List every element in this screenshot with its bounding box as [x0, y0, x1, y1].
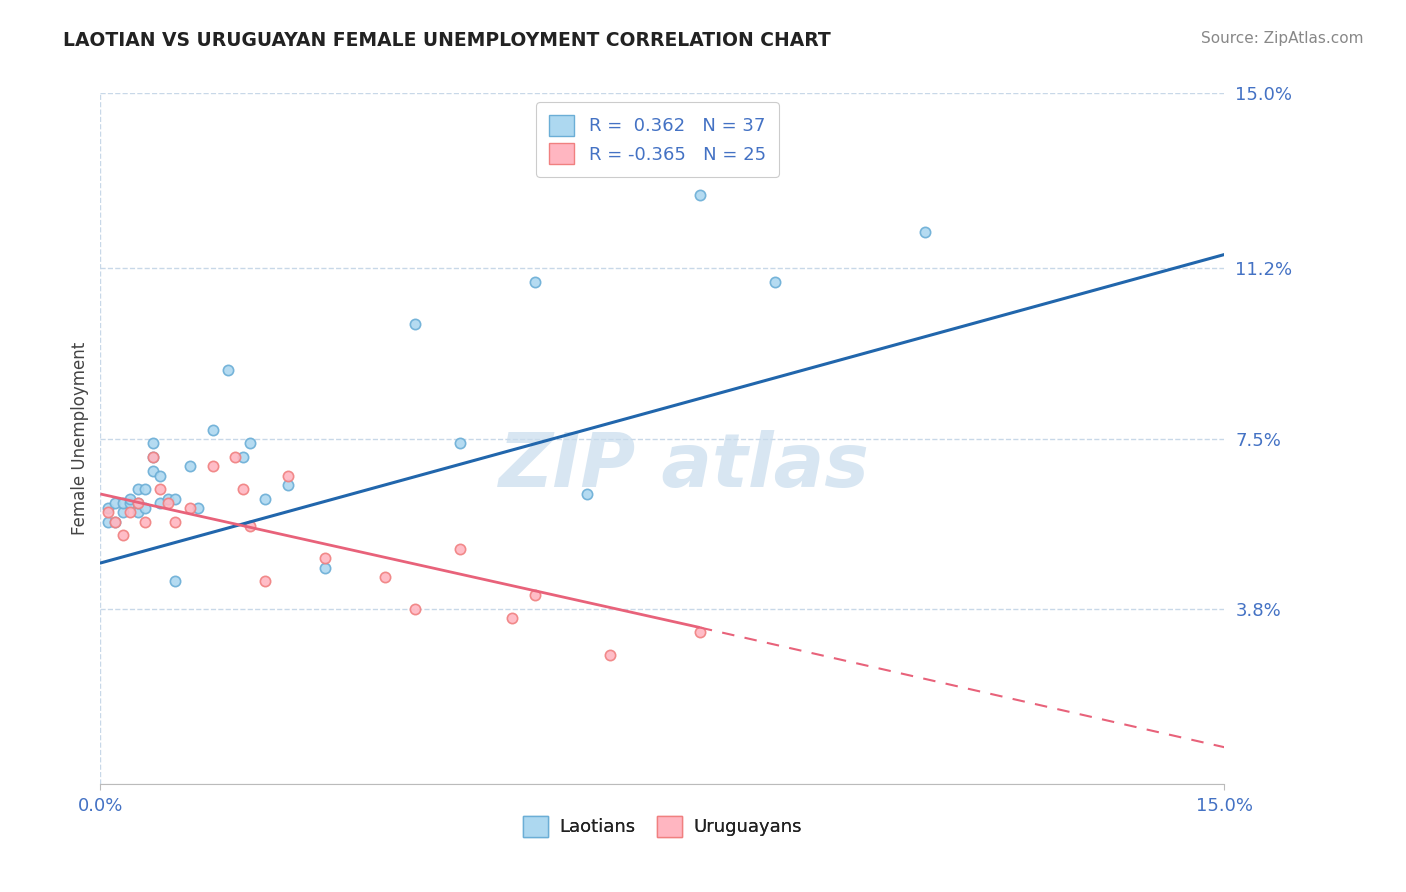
Point	[165, 515, 187, 529]
Point	[165, 574, 187, 589]
Point	[689, 625, 711, 640]
Point	[314, 551, 336, 566]
Point	[404, 317, 426, 331]
Point	[224, 450, 246, 464]
Point	[254, 574, 277, 589]
Point	[156, 496, 179, 510]
Point	[111, 496, 134, 510]
Y-axis label: Female Unemployment: Female Unemployment	[72, 343, 89, 535]
Point	[314, 560, 336, 574]
Text: Source: ZipAtlas.com: Source: ZipAtlas.com	[1201, 31, 1364, 46]
Point	[97, 500, 120, 515]
Point	[127, 496, 149, 510]
Point	[149, 468, 172, 483]
Point	[120, 505, 142, 519]
Text: ZIP atlas: ZIP atlas	[499, 430, 870, 503]
Point	[449, 542, 471, 557]
Point	[165, 491, 187, 506]
Point	[120, 496, 142, 510]
Point	[201, 423, 224, 437]
Point	[134, 483, 156, 497]
Point	[127, 483, 149, 497]
Point	[404, 602, 426, 616]
Point	[374, 570, 396, 584]
Point	[134, 515, 156, 529]
Point	[232, 450, 254, 464]
Point	[449, 436, 471, 450]
Point	[127, 505, 149, 519]
Point	[111, 505, 134, 519]
Point	[97, 505, 120, 519]
Point	[142, 450, 165, 464]
Point	[523, 588, 546, 602]
Point	[179, 500, 201, 515]
Point	[254, 491, 277, 506]
Point	[142, 464, 165, 478]
Point	[217, 362, 239, 376]
Point	[501, 611, 523, 625]
Legend: Laotians, Uruguayans: Laotians, Uruguayans	[516, 809, 808, 844]
Point	[149, 496, 172, 510]
Point	[277, 477, 299, 491]
Point	[914, 225, 936, 239]
Point	[104, 515, 127, 529]
Point	[142, 450, 165, 464]
Text: LAOTIAN VS URUGUAYAN FEMALE UNEMPLOYMENT CORRELATION CHART: LAOTIAN VS URUGUAYAN FEMALE UNEMPLOYMENT…	[63, 31, 831, 50]
Point	[576, 487, 599, 501]
Point	[523, 275, 546, 289]
Point	[201, 459, 224, 474]
Point	[149, 483, 172, 497]
Point	[239, 436, 262, 450]
Point	[232, 483, 254, 497]
Point	[187, 500, 209, 515]
Point	[142, 436, 165, 450]
Point	[120, 491, 142, 506]
Point	[277, 468, 299, 483]
Point	[134, 500, 156, 515]
Point	[689, 187, 711, 202]
Point	[111, 528, 134, 542]
Point	[104, 496, 127, 510]
Point	[104, 515, 127, 529]
Point	[97, 515, 120, 529]
Point	[127, 496, 149, 510]
Point	[179, 459, 201, 474]
Point	[763, 275, 786, 289]
Point	[599, 648, 621, 662]
Point	[239, 519, 262, 533]
Point	[156, 491, 179, 506]
